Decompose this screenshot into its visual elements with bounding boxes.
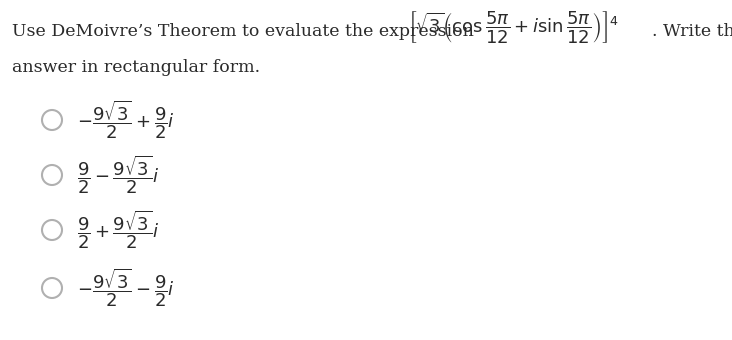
Text: $-\dfrac{9\sqrt{3}}{2}-\dfrac{9}{2}i$: $-\dfrac{9\sqrt{3}}{2}-\dfrac{9}{2}i$ xyxy=(77,267,175,309)
Text: Use DeMoivre’s Theorem to evaluate the expression: Use DeMoivre’s Theorem to evaluate the e… xyxy=(12,23,474,40)
Text: $\dfrac{9}{2}+\dfrac{9\sqrt{3}}{2}i$: $\dfrac{9}{2}+\dfrac{9\sqrt{3}}{2}i$ xyxy=(77,209,160,251)
Text: $-\dfrac{9\sqrt{3}}{2}+\dfrac{9}{2}i$: $-\dfrac{9\sqrt{3}}{2}+\dfrac{9}{2}i$ xyxy=(77,99,175,141)
Text: $\left[\sqrt{3}\left(\cos\dfrac{5\pi}{12}+i\sin\dfrac{5\pi}{12}\right)\right]^{4: $\left[\sqrt{3}\left(\cos\dfrac{5\pi}{12… xyxy=(408,9,619,45)
Text: answer in rectangular form.: answer in rectangular form. xyxy=(12,59,260,76)
Text: . Write the: . Write the xyxy=(652,23,732,40)
Text: $\dfrac{9}{2}-\dfrac{9\sqrt{3}}{2}i$: $\dfrac{9}{2}-\dfrac{9\sqrt{3}}{2}i$ xyxy=(77,154,160,197)
